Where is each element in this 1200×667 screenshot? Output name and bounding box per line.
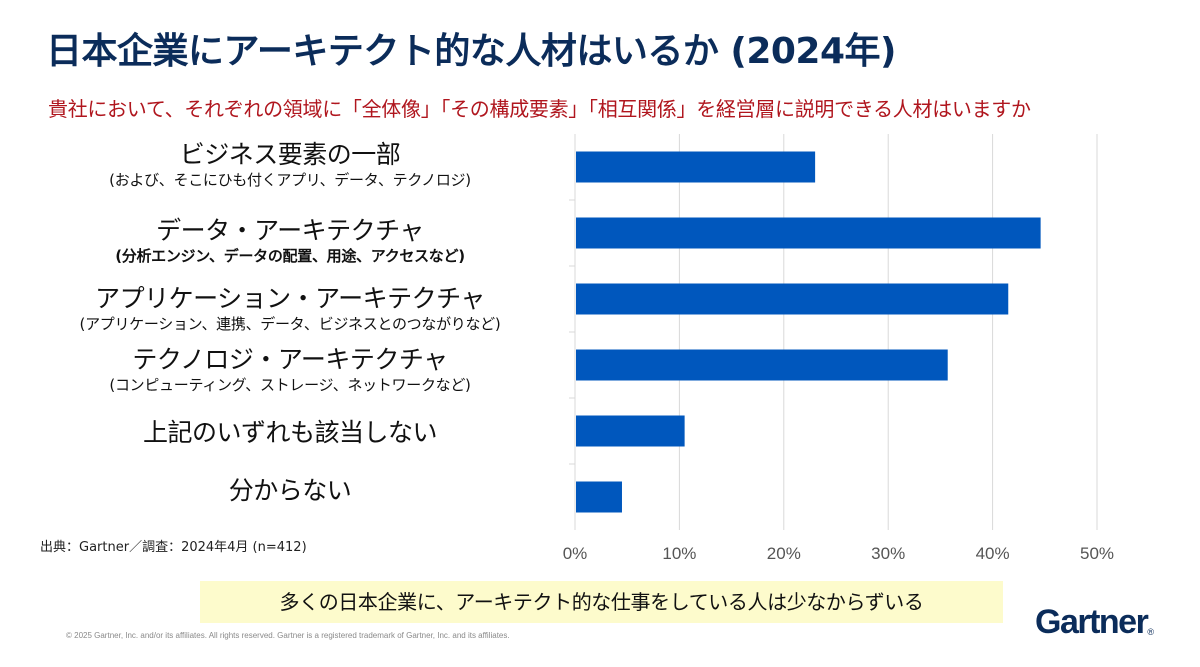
- copyright-notice: © 2025 Gartner, Inc. and/or its affiliat…: [66, 631, 510, 640]
- x-tick-label: 30%: [871, 544, 905, 563]
- x-tick-label: 20%: [767, 544, 801, 563]
- bar: [576, 283, 1009, 315]
- bar: [576, 349, 948, 381]
- category-label-business: ビジネス要素の一部 (および、そこにひも付くアプリ、データ、テクノロジ): [60, 140, 520, 190]
- page-title: 日本企業にアーキテクト的な人材はいるか (2024年): [46, 31, 896, 72]
- category-label-unknown: 分からない: [60, 476, 520, 506]
- logo-text: Gartner: [1035, 603, 1149, 641]
- category-main-label: テクノロジ・アーキテクチャ: [132, 345, 448, 374]
- category-sub-label: (分析エンジン、データの配置、用途、アクセスなど): [115, 247, 465, 265]
- x-tick-label: 10%: [662, 544, 696, 563]
- bar: [576, 481, 622, 513]
- source-note: 出典：Gartner／調査：2024年4月 (n=412): [40, 540, 307, 555]
- bar: [576, 151, 816, 183]
- x-tick-label: 0%: [563, 544, 588, 563]
- category-main-label: 分からない: [228, 476, 352, 505]
- x-tick-label: 40%: [976, 544, 1010, 563]
- bar: [576, 415, 685, 447]
- x-tick-label: 50%: [1080, 544, 1114, 563]
- category-label-data: データ・アーキテクチャ (分析エンジン、データの配置、用途、アクセスなど): [60, 216, 520, 266]
- category-main-label: データ・アーキテクチャ: [156, 216, 424, 245]
- category-sub-label: (コンピューティング、ストレージ、ネットワークなど): [109, 376, 471, 394]
- category-label-none: 上記のいずれも該当しない: [60, 418, 520, 448]
- registered-mark: ®: [1147, 627, 1154, 637]
- category-main-label: アプリケーション・アーキテクチャ: [95, 284, 485, 313]
- bar: [576, 217, 1041, 249]
- survey-question: 貴社において、それぞれの領域に「全体像」「その構成要素」「相互関係」を経営層に説…: [48, 97, 1031, 121]
- category-main-label: 上記のいずれも該当しない: [142, 418, 438, 447]
- category-label-technology: テクノロジ・アーキテクチャ (コンピューティング、ストレージ、ネットワークなど): [60, 345, 520, 395]
- category-sub-label: (アプリケーション、連携、データ、ビジネスとのつながりなど): [79, 315, 501, 333]
- key-finding-banner: 多くの日本企業に、アーキテクト的な仕事をしている人は少なからずいる: [200, 581, 1003, 623]
- gartner-logo: Gartner®: [1035, 603, 1154, 642]
- category-main-label: ビジネス要素の一部: [179, 140, 401, 169]
- category-label-application: アプリケーション・アーキテクチャ (アプリケーション、連携、データ、ビジネスとの…: [60, 284, 520, 334]
- category-sub-label: (および、そこにひも付くアプリ、データ、テクノロジ): [109, 171, 471, 189]
